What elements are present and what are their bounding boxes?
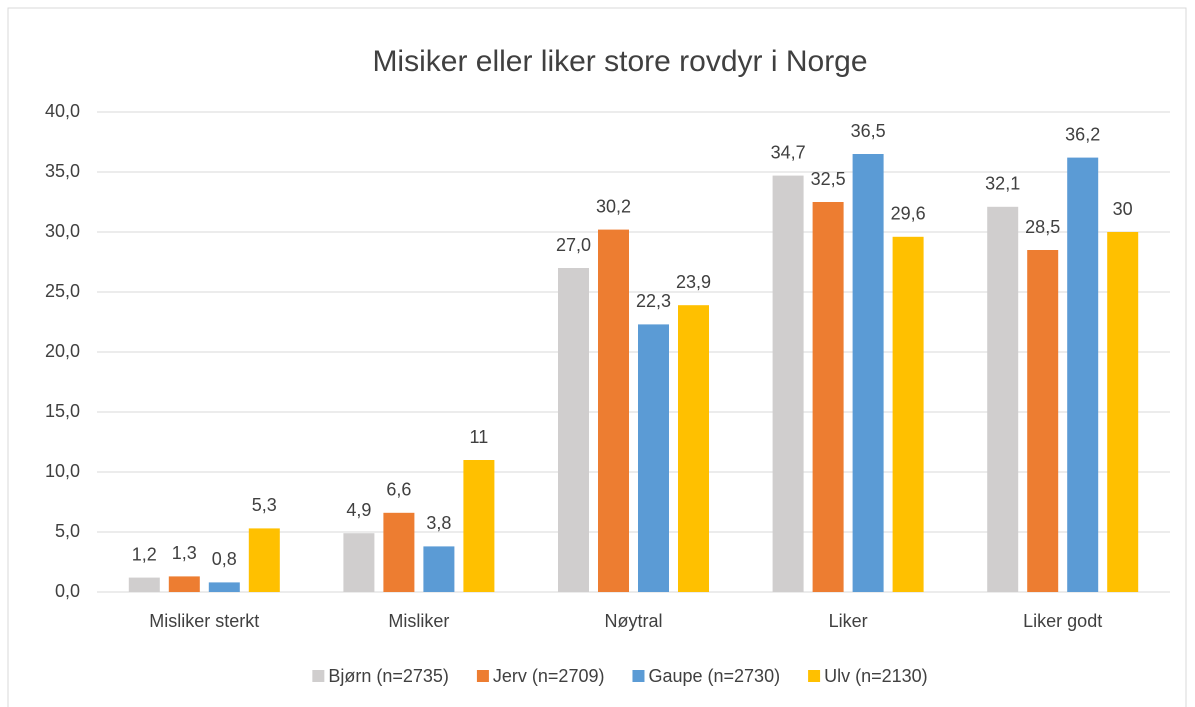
bar [558, 268, 589, 592]
data-label: 11 [470, 427, 489, 447]
y-tick-label: 40,0 [45, 101, 80, 121]
data-label: 30 [1113, 199, 1133, 219]
bar [1027, 250, 1059, 592]
bar [1067, 157, 1099, 592]
legend-swatch [808, 670, 821, 682]
bar [892, 236, 924, 593]
y-tick-label: 15,0 [45, 401, 80, 421]
data-label: 4,9 [346, 500, 371, 520]
bar [128, 577, 160, 592]
data-label: 1,3 [172, 543, 197, 563]
legend-label: Jerv (n=2709) [493, 666, 605, 686]
bar [423, 546, 455, 592]
data-label: 30,2 [596, 196, 631, 216]
data-label: 6,6 [386, 480, 411, 500]
data-label: 23,9 [676, 272, 711, 292]
data-label: 27,0 [556, 235, 591, 255]
data-label: 29,6 [891, 204, 926, 224]
data-label: 36,2 [1065, 124, 1100, 144]
y-tick-label: 10,0 [45, 461, 80, 481]
data-label: 34,7 [771, 142, 806, 162]
y-tick-label: 20,0 [45, 341, 80, 361]
bar [168, 576, 200, 592]
legend-swatch [312, 670, 325, 682]
data-label: 5,3 [252, 495, 277, 515]
y-tick-label: 25,0 [45, 281, 80, 301]
y-tick-label: 30,0 [45, 221, 80, 241]
legend-swatch [632, 670, 645, 682]
bar [812, 202, 844, 592]
bar [678, 305, 709, 592]
x-tick-label: Misliker sterkt [149, 611, 259, 631]
x-tick-label: Liker [829, 611, 868, 631]
x-tick-label: Liker godt [1023, 611, 1102, 631]
legend-label: Ulv (n=2130) [824, 666, 928, 686]
bar [343, 533, 375, 592]
bar [638, 324, 669, 592]
data-label: 0,8 [212, 549, 237, 569]
legend-swatch [476, 670, 489, 682]
x-tick-label: Misliker [388, 611, 449, 631]
data-label: 32,5 [811, 169, 846, 189]
data-label: 3,8 [426, 513, 451, 533]
bar [987, 206, 1019, 593]
legend-label: Bjørn (n=2735) [328, 666, 449, 686]
data-label: 22,3 [636, 291, 671, 311]
bar [772, 175, 804, 592]
x-tick-label: Nøytral [605, 611, 663, 631]
data-label: 1,2 [132, 544, 157, 564]
y-tick-label: 35,0 [45, 161, 80, 181]
bar [248, 528, 280, 592]
bar [463, 460, 495, 592]
chart-title: Misiker eller liker store rovdyr i Norge [372, 45, 867, 78]
bar [852, 154, 884, 592]
legend-label: Gaupe (n=2730) [648, 666, 780, 686]
data-label: 28,5 [1025, 217, 1060, 237]
bar [1107, 232, 1139, 592]
y-tick-label: 0,0 [55, 581, 80, 601]
data-label: 32,1 [985, 174, 1020, 194]
bar [383, 512, 415, 592]
y-tick-label: 5,0 [55, 521, 80, 541]
bar [208, 582, 240, 592]
data-label: 36,5 [851, 121, 886, 141]
bar [598, 229, 629, 592]
